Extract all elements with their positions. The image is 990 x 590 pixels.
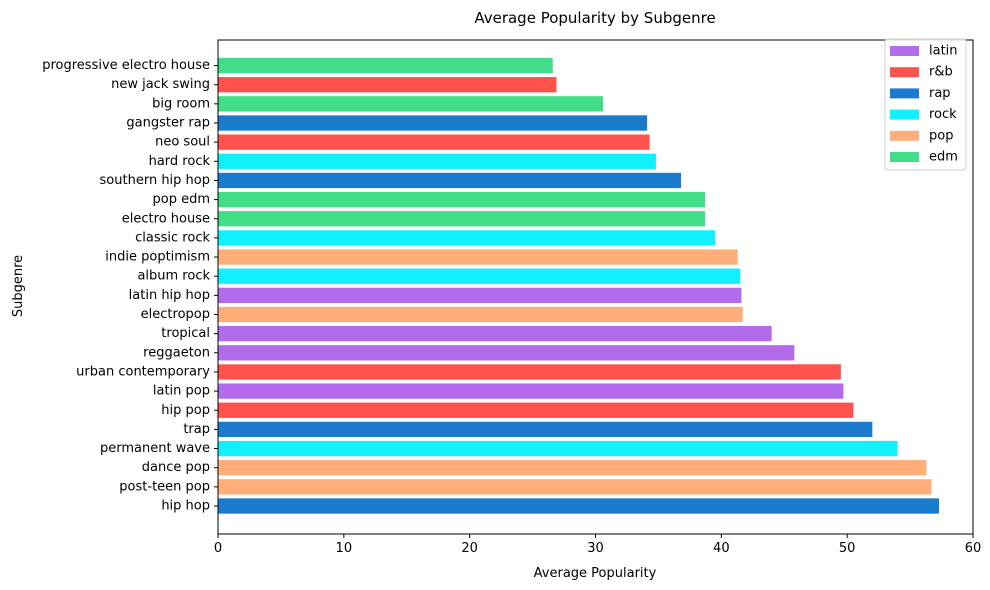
- bar-electropop: [218, 306, 743, 323]
- bars-layer: [218, 57, 940, 514]
- y-tick-label: hard rock: [149, 154, 211, 169]
- y-tick-label: album rock: [137, 269, 210, 284]
- y-tick-label: post-teen pop: [119, 479, 210, 494]
- y-tick-label: reggaeton: [143, 345, 210, 360]
- bar-latin-hip-hop: [218, 287, 742, 303]
- bar-hip-hop: [218, 498, 940, 514]
- bar-dance-pop: [218, 460, 927, 476]
- x-tick-label: 60: [965, 541, 982, 556]
- legend-swatch-edm: [890, 152, 919, 162]
- legend-label: edm: [929, 150, 958, 165]
- y-tick-label: electropop: [141, 307, 210, 322]
- bar-southern-hip-hop: [218, 172, 682, 189]
- y-tick-label: latin pop: [153, 384, 210, 399]
- y-tick-label: neo soul: [155, 135, 210, 150]
- y-tick-label: big room: [152, 96, 210, 111]
- y-tick-label: pop edm: [152, 192, 210, 207]
- legend-label: rock: [929, 107, 957, 122]
- legend-label: rap: [929, 86, 951, 101]
- y-tick-label: tropical: [161, 326, 210, 341]
- legend-swatch-r-b: [890, 67, 919, 78]
- x-tick-label: 50: [839, 541, 856, 556]
- chart-title: Average Popularity by Subgenre: [474, 9, 715, 27]
- bar-electro-house: [218, 211, 705, 227]
- y-tick-label: trap: [183, 422, 210, 437]
- y-tick-label: gangster rap: [126, 116, 210, 131]
- y-tick-label: indie poptimism: [105, 250, 210, 265]
- y-tick-label: electro house: [122, 211, 210, 226]
- legend-label: r&b: [929, 65, 953, 80]
- bar-classic-rock: [218, 230, 716, 246]
- bar-album-rock: [218, 268, 741, 284]
- bar-trap: [218, 421, 873, 438]
- bar-gangster-rap: [218, 115, 648, 131]
- bar-post-teen-pop: [218, 479, 932, 495]
- axes-layer: hip hop post-teen pop dance pop permanent w…: [42, 39, 982, 556]
- bar-permanent-wave: [218, 440, 898, 457]
- bar-hip-pop: [218, 402, 854, 418]
- bar-urban-contemporary: [218, 364, 841, 380]
- plot-frame: [217, 39, 974, 535]
- x-axis-label: Average Popularity: [534, 566, 657, 581]
- y-tick-label: urban contemporary: [76, 364, 210, 379]
- y-tick-label: classic rock: [135, 230, 210, 245]
- y-tick-label: new jack swing: [111, 77, 210, 92]
- y-tick-label: permanent wave: [100, 441, 210, 456]
- x-tick-label: 20: [461, 541, 478, 556]
- bar-indie-poptimism: [218, 249, 738, 265]
- bar-pop-edm: [218, 191, 705, 208]
- legend-swatch-rock: [890, 109, 919, 120]
- y-tick-label: hip hop: [161, 499, 210, 514]
- bar-progressive-electro-house: [218, 57, 553, 74]
- x-tick-label: 30: [587, 541, 604, 556]
- y-axis-label: Subgenre: [11, 255, 26, 317]
- legend-label: pop: [929, 128, 953, 143]
- legend-swatch-rap: [890, 88, 919, 99]
- bar-tropical: [218, 326, 772, 342]
- bar-new-jack-swing: [218, 77, 557, 93]
- bar-latin-pop: [218, 383, 844, 399]
- legend-swatch-pop: [890, 130, 919, 141]
- bar-big-room: [218, 96, 604, 112]
- x-tick-label: 10: [336, 541, 353, 556]
- y-tick-label: southern hip hop: [100, 173, 210, 188]
- y-tick-label: dance pop: [142, 460, 210, 475]
- bar-reggaeton: [218, 345, 795, 361]
- y-tick-label: hip pop: [161, 403, 210, 418]
- legend-swatch-latin: [890, 46, 919, 56]
- legend-label: latin: [929, 44, 958, 59]
- bar-neo-soul: [218, 134, 650, 150]
- legend: latin r&b rap rock pop edm: [884, 38, 967, 171]
- x-tick-label: 0: [214, 541, 222, 556]
- y-tick-label: progressive electro house: [42, 58, 210, 73]
- bar-hard-rock: [218, 153, 656, 169]
- x-tick-label: 40: [713, 541, 730, 556]
- y-tick-label: latin hip hop: [129, 288, 210, 303]
